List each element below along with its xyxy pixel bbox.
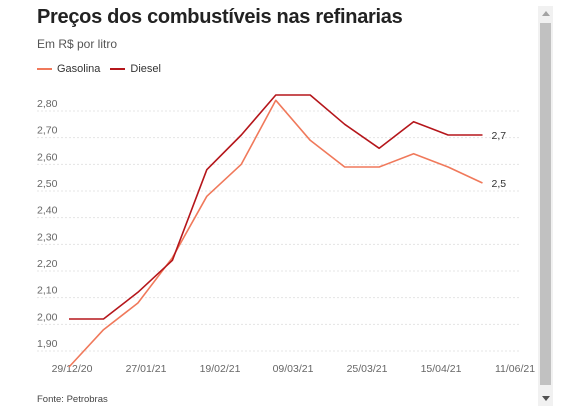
scroll-up-icon[interactable]: [538, 6, 553, 21]
y-tick-label: 1,90: [37, 338, 58, 350]
scroll-thumb[interactable]: [540, 23, 551, 385]
y-axis-ticks: 1,90 2,00 2,10 2,20 2,30 2,40 2,50 2,60 2,70 2,80: [37, 98, 58, 350]
gridlines: [37, 110, 520, 352]
y-tick-label: 2,70: [37, 125, 58, 137]
x-tick-label: 25/03/21: [347, 363, 388, 375]
y-tick-label: 2,10: [37, 285, 58, 297]
legend-item-gasolina: Gasolina: [37, 63, 100, 75]
source-note: Fonte: Petrobras: [37, 394, 108, 405]
end-label-gasolina: 2,5: [492, 178, 507, 190]
x-tick-label: 15/04/21: [421, 363, 462, 375]
y-tick-label: 2,00: [37, 311, 58, 323]
chart-title: Preços dos combustíveis nas refinarias: [37, 6, 403, 28]
x-tick-label: 11/06/21: [495, 363, 535, 375]
series-line-gasolina: [68, 99, 483, 368]
chart-subtitle: Em R$ por litro: [37, 37, 118, 51]
series-lines: [68, 94, 483, 368]
vertical-scrollbar[interactable]: [538, 6, 553, 406]
series-line-diesel: [69, 94, 483, 320]
y-tick-label: 2,60: [37, 151, 58, 163]
legend-swatch-gasolina: [37, 68, 52, 70]
y-tick-label: 2,20: [37, 258, 58, 270]
x-tick-label: 29/12/20: [52, 363, 93, 375]
end-labels: 2,7 2,5: [492, 130, 507, 190]
legend-label-diesel: Diesel: [130, 63, 161, 75]
y-tick-label: 2,40: [37, 205, 58, 217]
legend-item-diesel: Diesel: [110, 63, 161, 75]
end-label-diesel: 2,7: [492, 130, 507, 142]
x-tick-label: 19/02/21: [200, 363, 241, 375]
legend-swatch-diesel: [110, 68, 126, 70]
y-tick-label: 2,30: [37, 231, 58, 243]
scroll-down-icon[interactable]: [538, 391, 553, 406]
legend: Gasolina Diesel: [37, 63, 161, 75]
y-tick-label: 2,50: [37, 178, 58, 190]
x-tick-label: 27/01/21: [126, 363, 167, 375]
legend-label-gasolina: Gasolina: [57, 63, 101, 75]
x-axis-ticks: 29/12/20 27/01/21 19/02/21 09/03/21 25/03/21…: [52, 363, 536, 375]
x-tick-label: 09/03/21: [273, 363, 314, 375]
y-tick-label: 2,80: [37, 98, 58, 110]
